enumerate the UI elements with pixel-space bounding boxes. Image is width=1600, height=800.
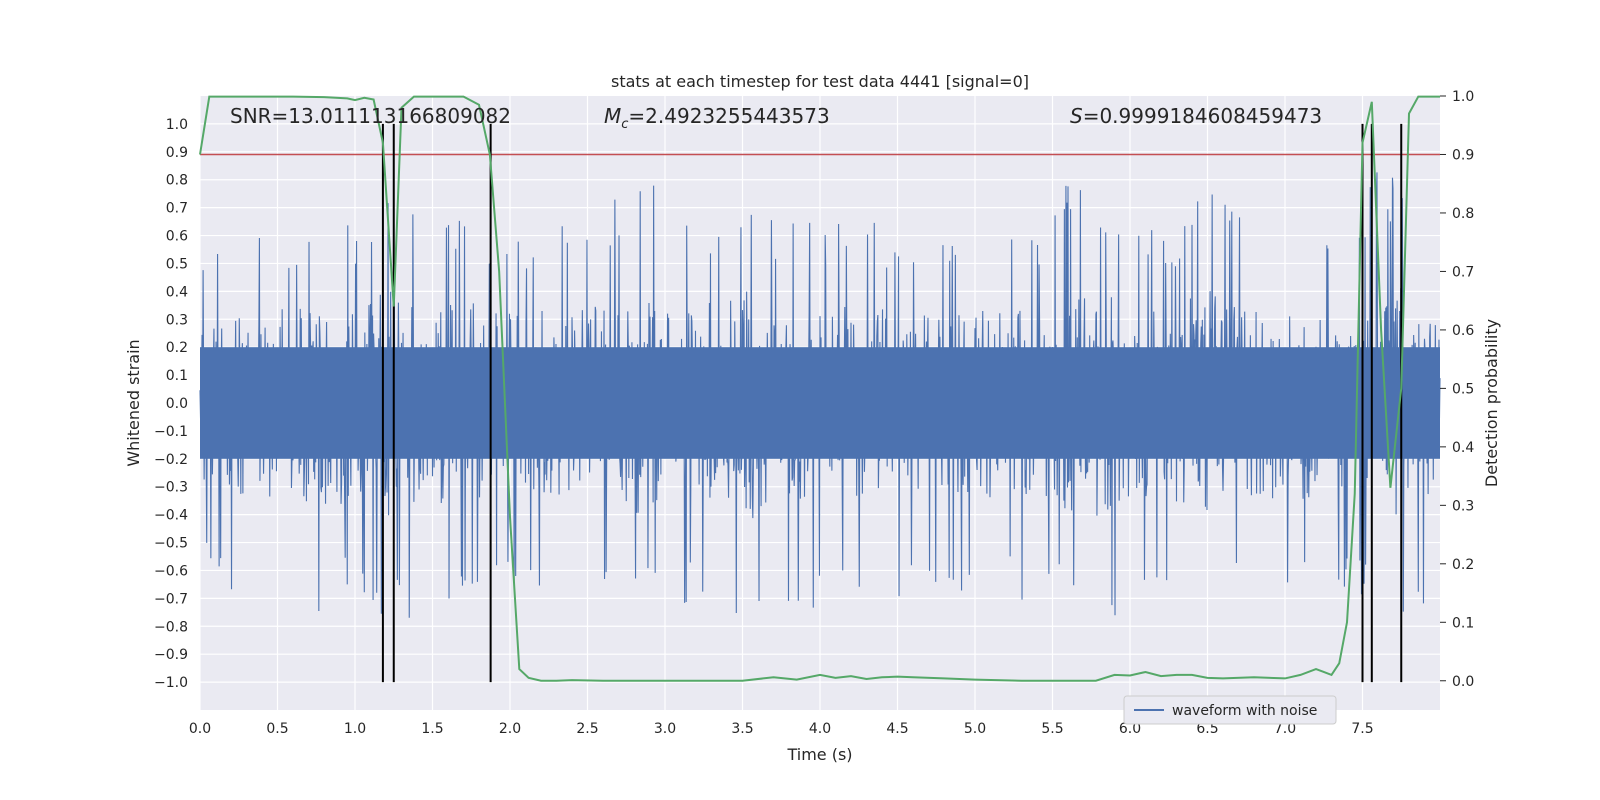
x-axis-label: Time (s) — [786, 745, 852, 764]
x-ticks: 0.0 0.5 1.0 1.5 2.0 2.5 3.0 3.5 4.0 4.5 5.0 5.5 6.0 6… — [189, 721, 1374, 737]
x-tick-label: 1.0 — [344, 721, 366, 737]
y-tick-label-right: 0.0 — [1452, 674, 1474, 690]
x-tick-label: 2.0 — [499, 721, 521, 737]
y-tick-label-left: −0.6 — [154, 563, 188, 579]
y-tick-label-left: 0.9 — [166, 145, 188, 161]
y-tick-label-left: 0.3 — [166, 312, 188, 328]
x-tick-label: 6.0 — [1119, 721, 1141, 737]
score-annotation: S=0.9999184608459473 — [1070, 104, 1322, 128]
chart-title: stats at each timestep for test data 444… — [611, 72, 1029, 91]
y-tick-label-right: 1.0 — [1452, 89, 1474, 105]
x-tick-label: 2.5 — [576, 721, 598, 737]
x-tick-label: 0.0 — [189, 721, 211, 737]
y-tick-label-right: 0.4 — [1452, 440, 1474, 456]
x-tick-label: 7.5 — [1351, 721, 1373, 737]
x-tick-label: 1.5 — [421, 721, 443, 737]
y-tick-label-left: 0.8 — [166, 173, 188, 189]
y-tick-label-left: −0.3 — [154, 480, 188, 496]
y-tick-label-right: 0.1 — [1452, 615, 1474, 631]
x-tick-label: 6.5 — [1196, 721, 1218, 737]
strain-core — [200, 347, 1440, 459]
vertical-markers — [381, 123, 1403, 683]
y-tick-label-left: −0.8 — [154, 619, 188, 635]
strain-series — [199, 172, 1441, 618]
x-tick-label: 4.0 — [809, 721, 831, 737]
y-tick-label-right: 0.3 — [1452, 498, 1474, 514]
probability-line — [199, 95, 1440, 682]
x-tick-label: 4.5 — [886, 721, 908, 737]
x-tick-label: 3.5 — [731, 721, 753, 737]
y-ticks-left: 1.0 0.9 0.8 0.7 0.6 0.5 0.4 0.3 0.2 0.1 0.0 −0.1 −0.… — [154, 117, 188, 691]
y-tick-label-left: −0.2 — [154, 452, 188, 468]
snr-annotation: SNR=13.011113166809082 — [230, 104, 511, 128]
y-ticks-right: 1.0 0.9 0.8 0.7 0.6 0.5 0.4 0.3 0.2 0.1 0.0 — [1440, 89, 1474, 690]
y-tick-label-left: 0.0 — [166, 396, 188, 412]
y-axis-label-right: Detection probability — [1482, 319, 1501, 487]
legend-label: waveform with noise — [1172, 703, 1317, 719]
y-tick-label-left: −0.4 — [154, 508, 188, 524]
legend: waveform with noise — [1123, 695, 1337, 725]
probability-series — [199, 95, 1440, 682]
x-tick-label: 3.0 — [654, 721, 676, 737]
y-tick-label-left: 0.7 — [166, 201, 188, 217]
y-tick-label-left: 0.6 — [166, 229, 188, 245]
y-tick-label-left: −0.1 — [154, 424, 188, 440]
y-axis-label-left: Whitened strain — [124, 339, 143, 466]
y-tick-label-left: −0.5 — [154, 536, 188, 552]
y-tick-label-right: 0.8 — [1452, 206, 1474, 222]
x-tick-label: 7.0 — [1274, 721, 1296, 737]
x-tick-label: 0.5 — [266, 721, 288, 737]
y-tick-label-left: −0.7 — [154, 591, 188, 607]
y-tick-label-left: −0.9 — [154, 647, 188, 663]
x-tick-label: 5.5 — [1041, 721, 1063, 737]
x-tick-label: 5.0 — [964, 721, 986, 737]
y-tick-label-right: 0.7 — [1452, 264, 1474, 280]
y-tick-label-left: −1.0 — [154, 675, 188, 691]
chirp-mass-annotation: Mc=2.4923255443573 — [604, 104, 830, 132]
y-tick-label-right: 0.6 — [1452, 323, 1474, 339]
y-tick-label-right: 0.2 — [1452, 557, 1474, 573]
y-tick-label-right: 0.5 — [1452, 381, 1474, 397]
y-tick-label-right: 0.9 — [1452, 147, 1474, 163]
y-tick-label-left: 1.0 — [166, 117, 188, 133]
y-tick-label-left: 0.2 — [166, 340, 188, 356]
legend-box — [1123, 695, 1337, 725]
y-tick-label-left: 0.5 — [166, 256, 188, 272]
y-tick-label-left: 0.4 — [166, 284, 188, 300]
y-tick-label-left: 0.1 — [166, 368, 188, 384]
